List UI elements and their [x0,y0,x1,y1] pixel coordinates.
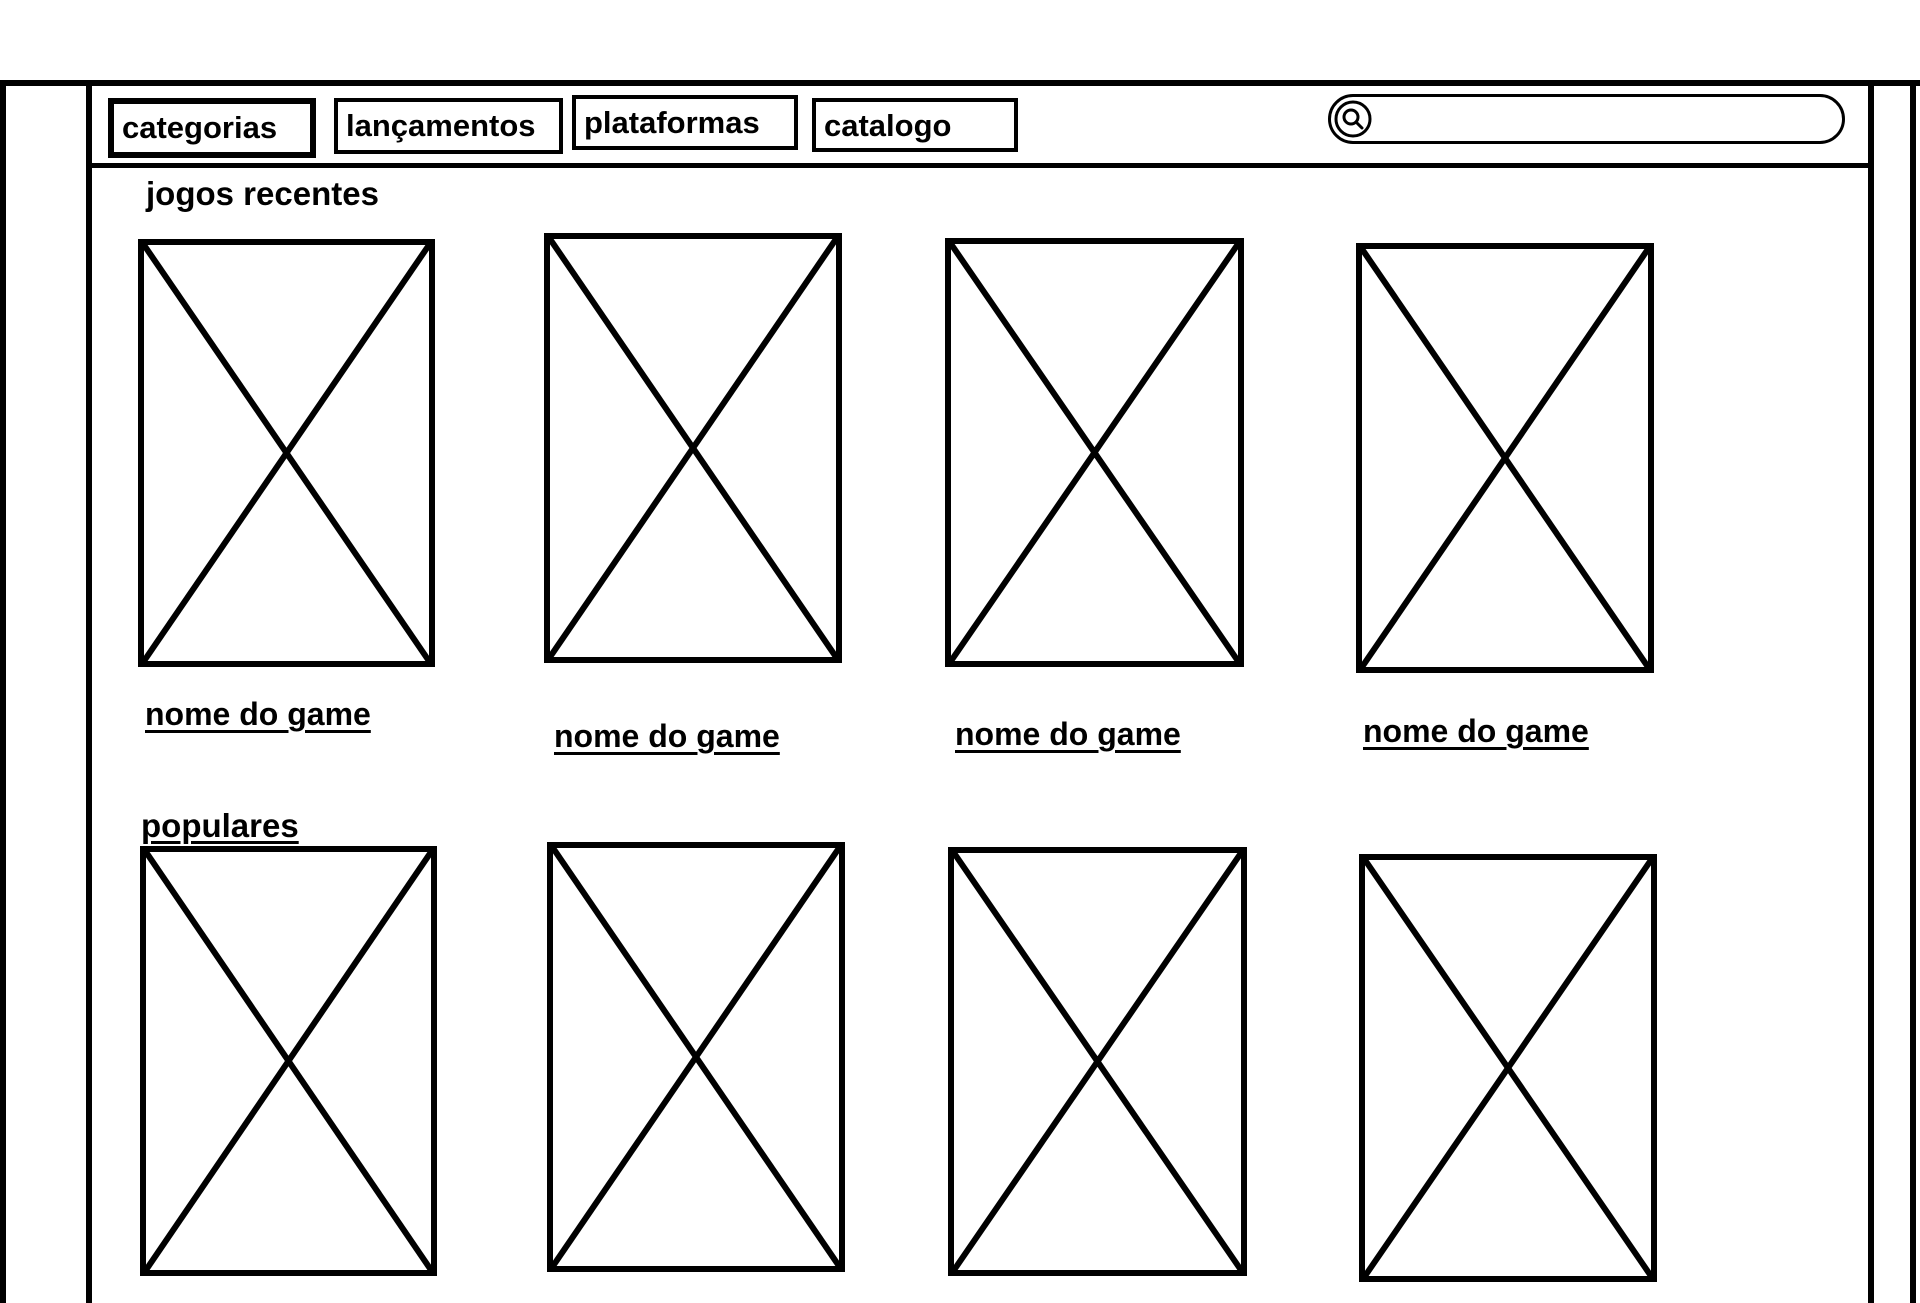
scrollbar-top-border [1872,80,1920,85]
window-top-border [0,80,1920,86]
window-right-border [1910,82,1916,1303]
sidebar-divider [86,82,92,1303]
nav-lancamentos-button[interactable]: lançamentos [334,98,563,154]
image-placeholder-icon [1365,860,1651,1276]
nav-categorias-button[interactable]: categorias [108,98,316,158]
nav-catalogo-button[interactable]: catalogo [812,98,1018,152]
search-input[interactable] [1381,103,1825,137]
image-placeholder-icon [146,852,431,1270]
image-placeholder-icon [1362,249,1648,667]
image-placeholder-icon [144,245,429,661]
image-placeholder-icon [550,239,836,657]
search-bar[interactable] [1328,94,1845,144]
game-image-placeholder[interactable] [1359,854,1657,1282]
section-title-recentes: jogos recentes [146,175,379,212]
image-placeholder-icon [954,853,1241,1270]
game-image-placeholder[interactable] [140,846,437,1276]
game-image-placeholder[interactable] [1356,243,1654,673]
game-image-placeholder[interactable] [945,238,1244,667]
search-icon[interactable] [1333,99,1373,139]
image-placeholder-icon [951,244,1238,661]
game-name-link[interactable]: nome do game [145,696,371,732]
section-title-populares: populares [141,807,299,844]
image-placeholder-icon [553,848,839,1266]
game-name-link[interactable]: nome do game [1363,713,1589,749]
game-name-link[interactable]: nome do game [554,718,780,754]
game-image-placeholder[interactable] [948,847,1247,1276]
window-left-border [0,80,6,1303]
scrollbar-left-border [1868,80,1874,1303]
game-image-placeholder[interactable] [547,842,845,1272]
game-image-placeholder[interactable] [138,239,435,667]
game-name-link[interactable]: nome do game [955,716,1181,752]
header-bottom-border [90,163,1870,168]
game-image-placeholder[interactable] [544,233,842,663]
nav-plataformas-button[interactable]: plataformas [572,95,798,150]
